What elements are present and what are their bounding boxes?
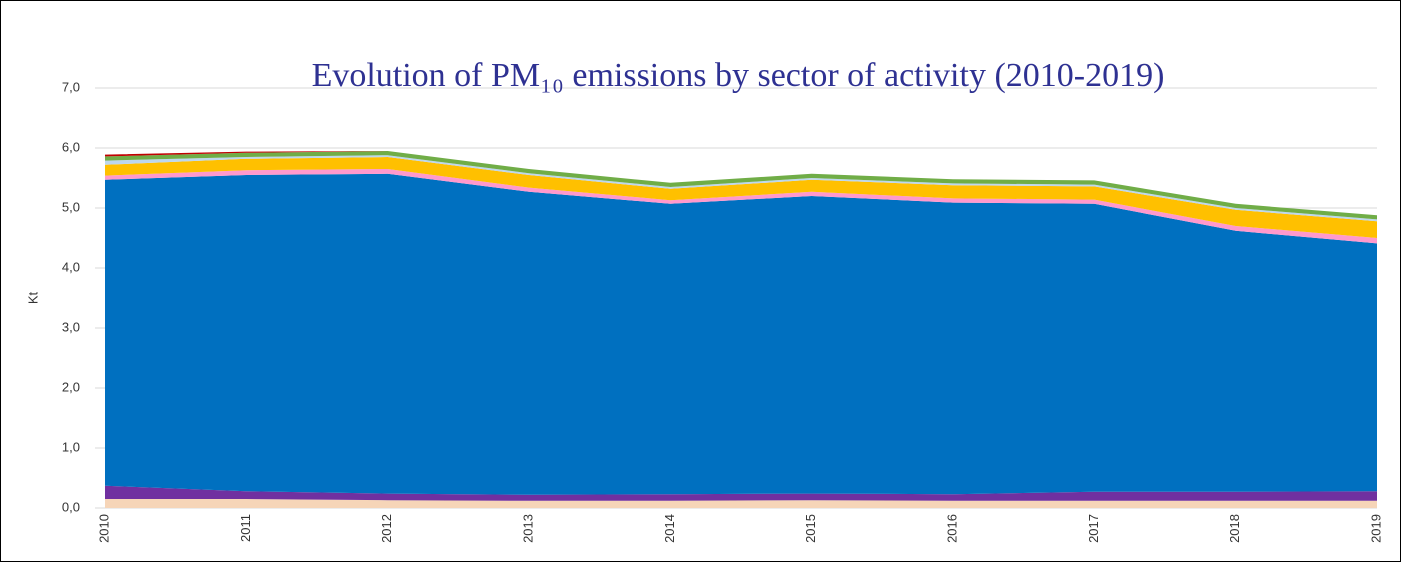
area — [105, 151, 1377, 220]
x-tick-label: 2013 — [520, 514, 535, 543]
x-tick-label: 2014 — [662, 514, 677, 543]
y-tick-label: 1,0 — [62, 439, 80, 454]
x-tick-label: 2015 — [803, 514, 818, 543]
x-tick-label: 2011 — [238, 514, 253, 542]
areas — [105, 151, 1377, 508]
y-tick-label: 4,0 — [62, 259, 80, 274]
area — [105, 169, 1377, 244]
area — [105, 157, 1377, 238]
x-tick-label: 2018 — [1227, 514, 1242, 543]
y-tick-label: 3,0 — [62, 319, 80, 334]
area — [105, 485, 1377, 501]
y-tick-label: 2,0 — [62, 379, 80, 394]
x-tick-label: 2010 — [96, 514, 111, 543]
x-tick-label: 2016 — [944, 514, 959, 543]
area — [105, 173, 1377, 495]
x-tick-label: 2019 — [1368, 514, 1383, 543]
y-tick-label: 6,0 — [62, 139, 80, 154]
y-tick-label: 0,0 — [62, 499, 80, 514]
y-tick-label: 5,0 — [62, 199, 80, 214]
x-tick-label: 2017 — [1086, 514, 1101, 543]
y-axis-label: Kt — [25, 291, 40, 304]
chart-title: Evolution of PM₁₀ emissions by sector of… — [312, 57, 1165, 94]
y-tick-label: 7,0 — [62, 79, 80, 94]
x-tick-label: 2012 — [379, 514, 394, 543]
area — [105, 499, 1377, 508]
